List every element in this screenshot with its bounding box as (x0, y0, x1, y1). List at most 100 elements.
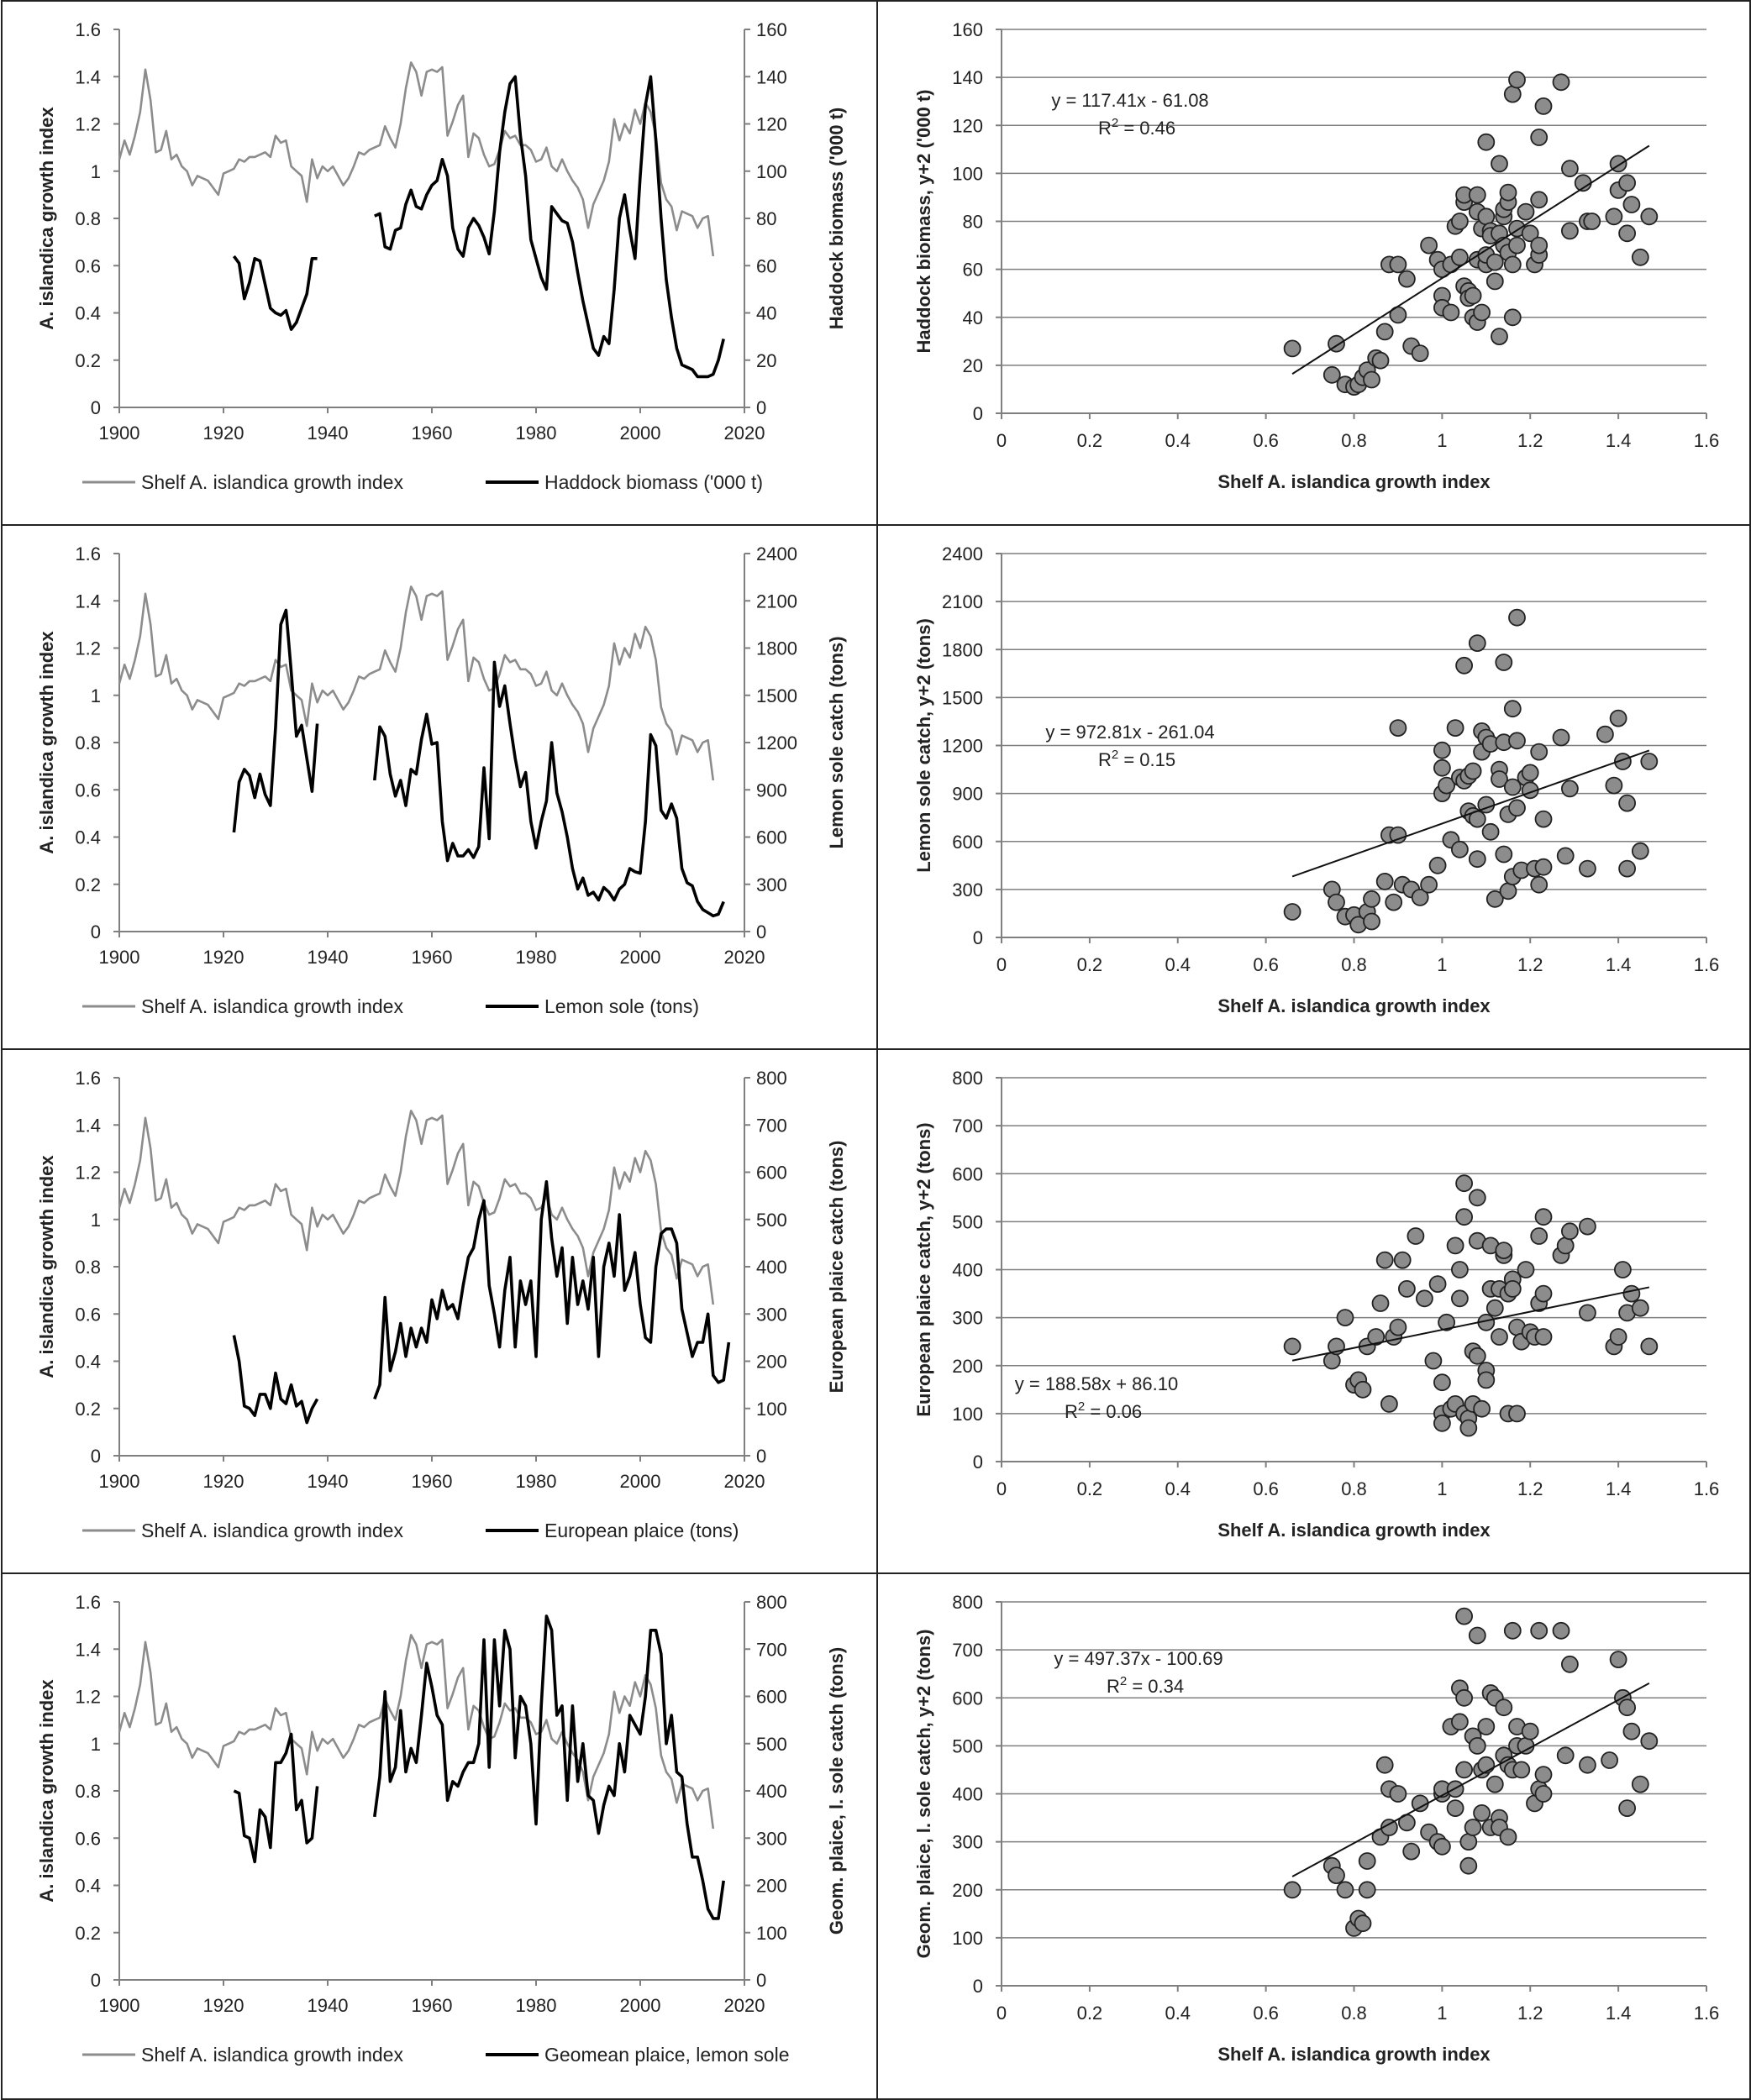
data-point (1640, 207, 1659, 226)
right-y-tick-label: 60 (756, 255, 776, 276)
data-point (1283, 339, 1301, 358)
lemon-sole-timeseries-chart: 0 0.2 0.4 0.6 0.8 1 1.2 1.4 1.6 0 300 600 900 1200 150… (36, 543, 847, 1017)
data-point (1508, 1404, 1526, 1423)
data-point (1433, 741, 1451, 759)
data-point (1561, 160, 1579, 178)
y-tick-label: 1200 (942, 736, 983, 757)
y-tick-label: 600 (952, 832, 983, 853)
data-point (1534, 97, 1553, 115)
data-point (1375, 1251, 1394, 1269)
x-tick-label: 1980 (516, 1995, 557, 2016)
x-tick-label: 1.4 (1606, 2003, 1632, 2024)
data-point (1640, 1732, 1659, 1751)
x-axis-title: Shelf A. islandica growth index (1217, 995, 1491, 1016)
data-point (1508, 608, 1526, 627)
trendline-equation: y = 497.37x - 100.69 (1054, 1648, 1223, 1669)
data-point (1389, 719, 1407, 738)
y-tick-label: 800 (952, 1068, 983, 1089)
x-tick-label: 1940 (308, 423, 349, 444)
left-y-tick-label: 1.6 (75, 19, 101, 40)
data-point (1411, 344, 1429, 363)
data-point (1605, 207, 1623, 226)
left-y-tick-label: 1.4 (75, 591, 101, 612)
y-tick-label: 160 (952, 19, 983, 40)
x-tick-label: 1900 (99, 1471, 140, 1492)
r-squared-superscript: 2 (1078, 1399, 1085, 1414)
x-tick-label: 1.2 (1517, 1478, 1543, 1499)
data-point (1485, 890, 1504, 908)
x-axis-title: Shelf A. islandica growth index (1217, 1520, 1491, 1541)
left-y-tick-label: 0.4 (75, 827, 101, 848)
x-tick-label: 0.4 (1165, 954, 1191, 975)
right-y-tick-label: 120 (756, 114, 787, 135)
right-y-tick-label: 300 (756, 1828, 787, 1849)
data-point (1398, 270, 1416, 288)
trendline (1291, 144, 1650, 375)
left-y-tick-label: 1.6 (75, 1068, 101, 1089)
data-point (1609, 1651, 1627, 1668)
data-point (1503, 778, 1522, 796)
data-point (1485, 1299, 1504, 1317)
x-tick-label: 1.6 (1694, 430, 1720, 451)
haddock-timeseries-chart: 0 0.2 0.4 0.6 0.8 1 1.2 1.4 1.6 0 20 40 60 80 100 120 14… (36, 19, 847, 493)
data-point (1618, 1799, 1636, 1818)
data-point (1375, 872, 1394, 890)
data-point (1393, 1251, 1412, 1269)
data-point (1534, 858, 1553, 876)
data-point (1477, 133, 1496, 151)
data-point (1609, 1328, 1627, 1346)
data-point (1468, 1189, 1486, 1207)
y-tick-label: 400 (952, 1260, 983, 1281)
data-point (1455, 1174, 1473, 1193)
haddock-timeseries-panel: 0 0.2 0.4 0.6 0.8 1 1.2 1.4 1.6 0 20 40 60 80 100 120 14… (1, 0, 878, 526)
data-point (1451, 248, 1469, 266)
data-point (1495, 845, 1513, 864)
left-y-tick-label: 1.4 (75, 1115, 101, 1136)
data-point (1503, 1621, 1522, 1640)
r-squared-value: = 0.15 (1118, 749, 1175, 770)
right-y-tick-label: 0 (756, 921, 766, 942)
legend-species-label: Haddock biomass ('000 t) (544, 471, 763, 493)
geomean-scatter-panel: 0 100 200 300 400 500 600 700 800 0 0.2 0.4 0.6 0.8 1 1… (876, 1572, 1751, 2100)
right-y-tick-label: 140 (756, 66, 787, 87)
x-tick-label: 1.6 (1694, 954, 1720, 975)
data-point (1605, 776, 1623, 795)
data-point (1495, 1242, 1513, 1260)
x-tick-label: 1.6 (1694, 1478, 1720, 1499)
data-point (1468, 1626, 1486, 1645)
legend-growth-label: Shelf A. islandica growth index (141, 995, 403, 1017)
left-y-tick-label: 0.2 (75, 1399, 101, 1420)
r-squared-prefix: R (1098, 118, 1112, 139)
data-point (1579, 1217, 1596, 1236)
x-tick-label: 1980 (516, 947, 557, 968)
data-point (1530, 1227, 1549, 1245)
right-y-tick-label: 600 (756, 1163, 787, 1184)
data-point (1499, 1828, 1517, 1846)
data-point (1640, 1337, 1659, 1356)
data-point (1491, 1328, 1508, 1346)
right-y-tick-label: 1500 (756, 685, 797, 706)
data-point (1618, 859, 1636, 878)
data-point (1455, 1607, 1473, 1625)
y-tick-label: 200 (952, 1880, 983, 1901)
y-tick-label: 900 (952, 784, 983, 805)
x-tick-label: 1960 (412, 947, 453, 968)
data-point (1614, 1261, 1632, 1278)
y-tick-label: 0 (973, 1976, 983, 1997)
x-tick-label: 1900 (99, 947, 140, 968)
data-point (1508, 799, 1526, 817)
data-point (1534, 1328, 1553, 1346)
x-tick-label: 0 (996, 954, 1007, 975)
x-tick-label: 0.4 (1165, 2003, 1191, 2024)
x-tick-label: 0.2 (1077, 1478, 1103, 1499)
lemon-sole-timeseries-panel: 0 0.2 0.4 0.6 0.8 1 1.2 1.4 1.6 0 300 600 900 1200 150… (1, 524, 878, 1050)
data-point (1503, 700, 1522, 718)
data-point (1508, 71, 1526, 89)
data-point (1579, 1756, 1596, 1774)
trendline (1291, 1286, 1650, 1362)
data-point (1530, 129, 1549, 146)
x-tick-label: 2000 (620, 423, 661, 444)
data-point (1618, 1698, 1636, 1717)
data-point (1363, 912, 1380, 931)
data-point (1389, 1785, 1407, 1803)
